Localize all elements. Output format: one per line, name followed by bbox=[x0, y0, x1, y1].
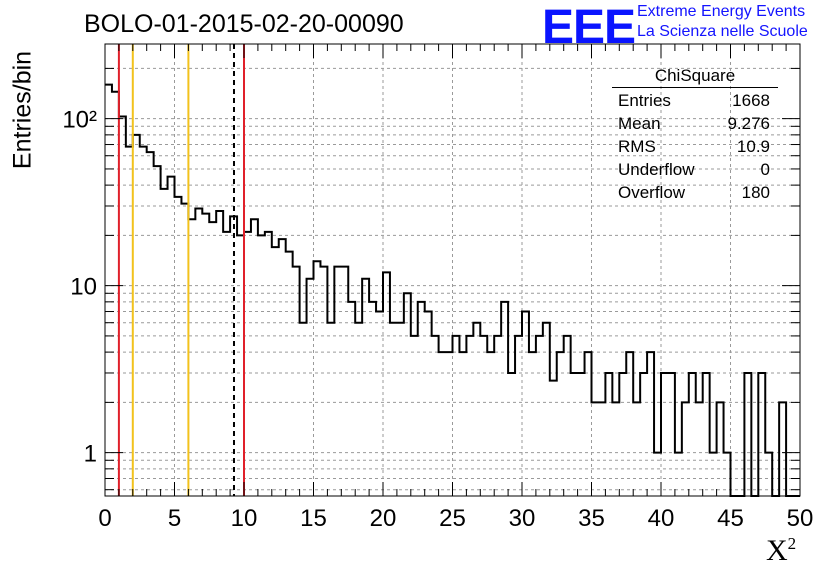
stats-label: Mean bbox=[618, 114, 661, 133]
x-tick-label: 40 bbox=[648, 505, 675, 532]
histogram-series bbox=[105, 83, 800, 497]
x-tick-label: 20 bbox=[370, 505, 397, 532]
x-tick-label: 30 bbox=[509, 505, 536, 532]
eee-logo-mark: EEE bbox=[542, 1, 636, 54]
stats-label: Overflow bbox=[618, 183, 686, 202]
x-tick-label: 35 bbox=[578, 505, 605, 532]
chart-title: BOLO-01-2015-02-20-00090 bbox=[84, 10, 404, 38]
x-tick-label: 5 bbox=[168, 505, 181, 532]
stats-row-mean: Mean 9.276 bbox=[612, 112, 778, 135]
y-tick-label: 10 bbox=[70, 274, 97, 301]
stats-row-underflow: Underflow 0 bbox=[612, 158, 778, 181]
stats-label: Entries bbox=[618, 91, 671, 110]
stats-value: 9.276 bbox=[727, 114, 770, 133]
stats-row-overflow: Overflow 180 bbox=[612, 181, 778, 204]
y-axis-label-wrap: Entries/bin bbox=[8, 40, 38, 180]
x-tick-label: 25 bbox=[439, 505, 466, 532]
x-tick-label: 50 bbox=[787, 505, 814, 532]
stats-value: 0 bbox=[760, 160, 770, 179]
x-axis-label-superscript: 2 bbox=[787, 534, 797, 553]
logo-line-1: Extreme Energy Events bbox=[637, 3, 806, 20]
y-tick-label: 10² bbox=[62, 107, 97, 134]
stats-label: Underflow bbox=[618, 160, 695, 179]
stats-value: 180 bbox=[741, 183, 770, 202]
stats-row-entries: Entries 1668 bbox=[612, 89, 778, 112]
stats-box: ChiSquare Entries 1668 Mean 9.276 RMS 10… bbox=[612, 66, 778, 204]
x-tick-label: 45 bbox=[717, 505, 744, 532]
stats-value: 1668 bbox=[732, 91, 770, 110]
stats-label: RMS bbox=[618, 137, 656, 156]
y-tick-label: 1 bbox=[84, 441, 97, 468]
x-tick-label: 0 bbox=[98, 505, 111, 532]
x-axis-label: X2 bbox=[766, 534, 796, 568]
x-axis-label-text: X bbox=[766, 534, 788, 567]
stats-value: 10.9 bbox=[736, 137, 770, 156]
stats-box-title: ChiSquare bbox=[612, 66, 778, 88]
x-tick-label: 15 bbox=[300, 505, 327, 532]
stats-row-rms: RMS 10.9 bbox=[612, 135, 778, 158]
y-axis-label: Entries/bin bbox=[8, 50, 37, 170]
logo-line-2: La Scienza nelle Scuole bbox=[637, 23, 808, 40]
x-tick-label: 10 bbox=[231, 505, 258, 532]
